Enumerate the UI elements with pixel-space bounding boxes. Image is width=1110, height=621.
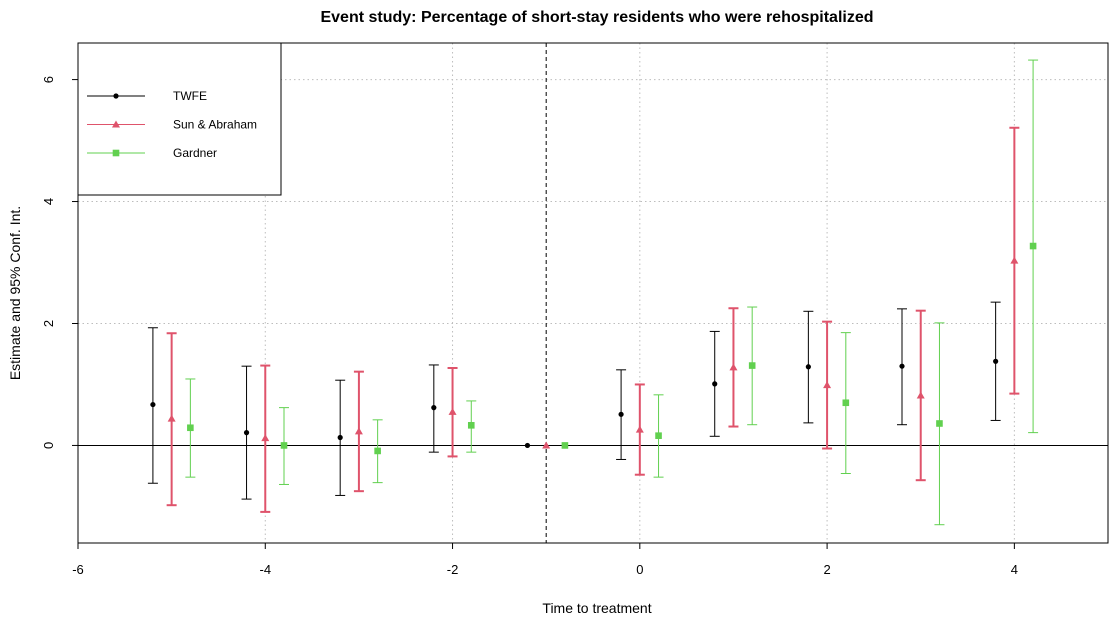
y-axis-label: Estimate and 95% Conf. Int. [7,206,23,380]
legend-label: Sun & Abraham [173,118,257,132]
data-point [899,363,905,369]
y-tick-label: 6 [41,76,56,83]
data-point [805,364,811,370]
x-tick-label: 2 [823,562,830,577]
series-gardner [185,59,1039,526]
data-point [1029,242,1037,250]
data-point [524,442,531,449]
data-point [261,434,270,442]
y-tick-label: 2 [41,320,56,327]
y-axis: 0 2 4 6 [41,76,78,449]
legend-box [77,42,282,196]
reference-lines [78,43,1108,543]
data-point [842,399,850,407]
data-point [729,363,738,371]
data-point [635,425,644,433]
x-axis-label: Time to treatment [542,600,651,616]
series-twfe [147,301,1001,500]
chart-title: Event study: Percentage of short-stay re… [320,9,873,26]
data-point [712,381,718,387]
series-sun-abraham [166,126,1020,513]
data-point [748,362,756,369]
data-point [448,407,457,415]
data-point [467,422,475,429]
data-point [243,430,250,436]
x-tick-label: -2 [447,562,459,577]
x-tick-label: -6 [72,562,84,577]
data-point [374,447,381,455]
data-point [280,442,288,449]
legend-label: Gardner [173,146,217,160]
data-point [936,420,943,427]
y-tick-label: 0 [41,442,56,449]
data-point [993,358,999,364]
data-point [561,442,569,449]
data-point [187,424,194,432]
x-tick-label: -4 [259,562,271,577]
legend-marker [112,149,120,157]
y-tick-label: 4 [41,198,56,205]
legend-label: TWFE [173,89,207,103]
plot-frame [77,42,1109,544]
legend: TWFE Sun & Abraham Gardner [77,42,282,196]
data-point [337,434,343,441]
data-point [542,441,551,449]
data-point [823,381,832,389]
data-series [147,59,1039,526]
x-tick-label: 4 [1011,562,1018,577]
legend-marker [112,120,120,128]
x-tick-label: 0 [636,562,643,577]
data-point [431,405,437,411]
data-point [655,432,662,439]
legend-marker [113,93,119,99]
data-point [618,411,624,417]
data-point [167,414,176,422]
data-point [150,401,156,408]
data-point [916,391,925,399]
x-axis: -6 -4 -2 0 2 4 [72,543,1018,577]
data-point [1010,256,1019,264]
data-point [354,427,363,435]
